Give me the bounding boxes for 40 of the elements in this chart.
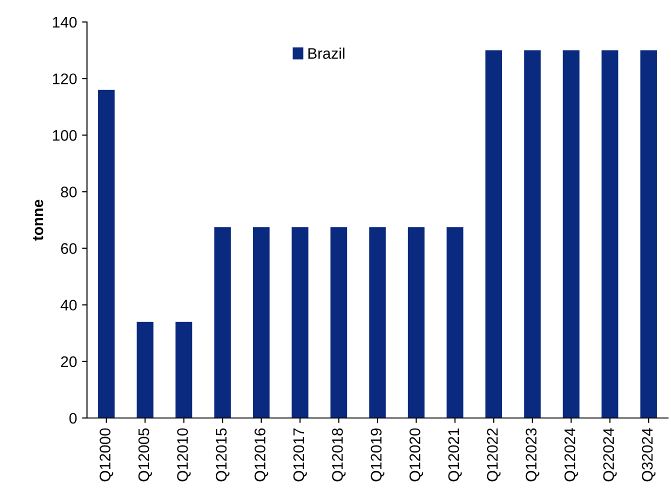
x-tick-label: Q12016: [254, 428, 268, 482]
x-tick-label: Q12005: [138, 428, 152, 482]
x-tick-label: Q12024: [564, 428, 578, 482]
y-tick-label: 0: [69, 412, 77, 424]
x-tick-label: Q12019: [370, 428, 384, 482]
y-tick-label: 120: [52, 73, 77, 84]
bar: [292, 227, 308, 418]
x-tick-label: Q12018: [332, 428, 346, 482]
bar: [214, 227, 231, 418]
y-tick-label: 20: [61, 356, 77, 368]
x-tick-label: Q12020: [410, 428, 424, 482]
bar: [408, 227, 425, 418]
bar: [446, 227, 464, 418]
y-tick-label: 100: [52, 130, 77, 141]
bar: [602, 50, 618, 418]
bar: [562, 50, 580, 418]
x-tick-label: Q12022: [486, 428, 501, 482]
bar: [176, 322, 192, 418]
legend-label: Brazil: [308, 48, 344, 59]
y-axis-title: tonne: [33, 200, 44, 241]
bar: [136, 322, 154, 418]
x-tick-label: Q32024: [642, 428, 656, 482]
x-tick-label: Q12017: [293, 428, 307, 482]
bar: [98, 90, 115, 418]
x-tick-label: Q12000: [100, 428, 114, 482]
x-tick-label: Q22024: [603, 428, 617, 482]
bar: [252, 227, 270, 418]
x-tick-label: Q12021: [448, 428, 462, 482]
x-tick-label: Q12015: [216, 428, 230, 482]
bar: [640, 50, 657, 418]
bar: [524, 50, 541, 418]
bar: [369, 227, 386, 418]
x-tick-label: Q12023: [526, 428, 540, 482]
bar: [330, 227, 348, 418]
y-tick-label: 40: [60, 300, 77, 311]
x-tick-label: Q12010: [177, 428, 191, 482]
bar: [485, 50, 502, 418]
y-tick-label: 60: [61, 243, 77, 254]
y-tick-label: 140: [52, 16, 77, 28]
y-tick-label: 80: [60, 186, 77, 198]
